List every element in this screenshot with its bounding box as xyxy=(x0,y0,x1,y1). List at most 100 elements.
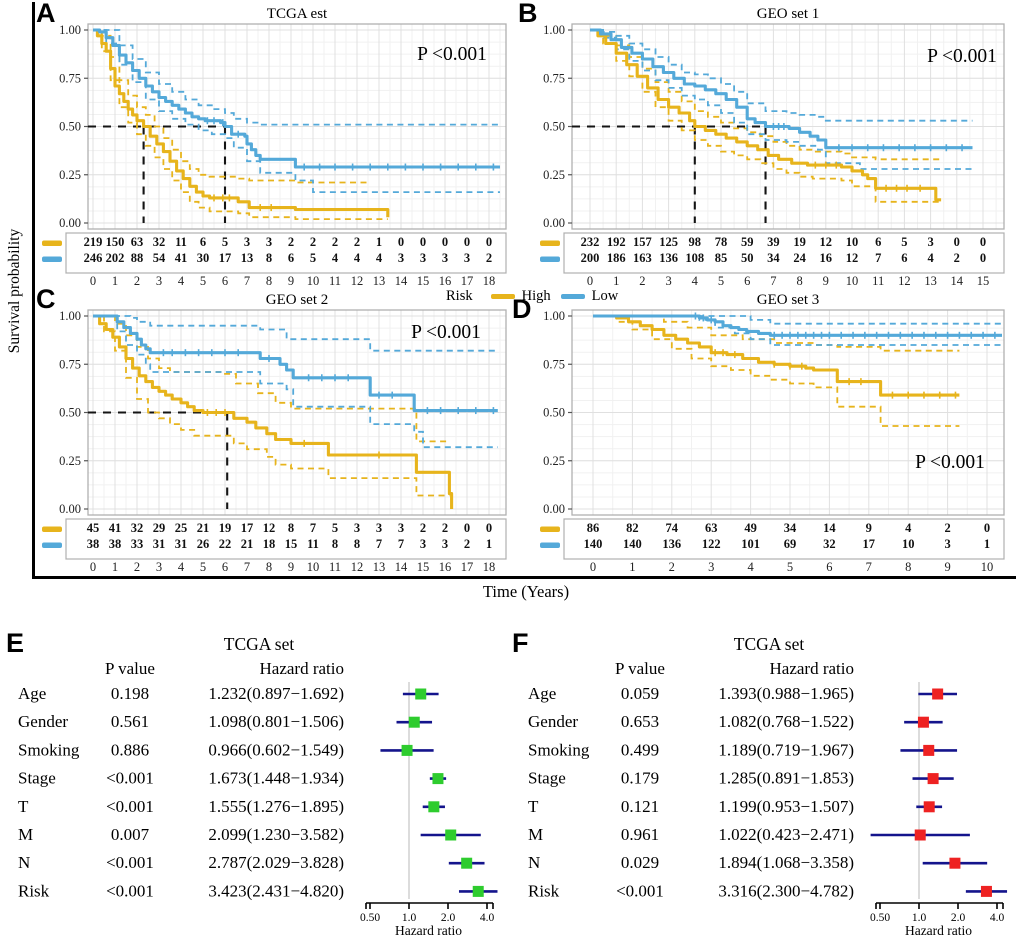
forest-row-label: Age xyxy=(18,684,46,703)
x-tick-label: 5 xyxy=(787,560,793,574)
hr-marker xyxy=(461,857,473,869)
risk-number: 24 xyxy=(793,251,806,265)
x-tick-label: 0 xyxy=(587,274,593,288)
risk-number: 202 xyxy=(106,251,125,265)
risk-number: 85 xyxy=(715,251,728,265)
risk-number: 2 xyxy=(310,235,316,249)
risk-number: 4 xyxy=(332,251,339,265)
x-tick-label: 1 xyxy=(629,560,635,574)
risk-number: 3 xyxy=(398,521,404,535)
risk-number: 50 xyxy=(741,251,754,265)
x-tick-label: 17 xyxy=(461,560,474,574)
risk-number: 4 xyxy=(376,251,383,265)
grid xyxy=(572,310,1004,515)
y-tick-label: 0.00 xyxy=(59,216,81,230)
ci-upper-high xyxy=(593,315,960,352)
forest-row-hr-text: 1.199(0.953−1.507) xyxy=(718,797,854,816)
x-tick-label: 15 xyxy=(417,560,430,574)
x-tick-label: 2 xyxy=(134,560,140,574)
risk-number: 3 xyxy=(354,521,360,535)
risk-number: 7 xyxy=(875,251,881,265)
forest-row-p: <0.001 xyxy=(616,881,664,900)
risk-table-box xyxy=(563,232,1005,274)
y-axis-label: Survival probability xyxy=(6,228,23,354)
forest-row-hr-text: 3.423(2.431−4.820) xyxy=(208,881,344,900)
risk-number: 8 xyxy=(266,251,272,265)
risk-number: 5 xyxy=(310,251,316,265)
x-tick-label: 3 xyxy=(708,560,714,574)
panel-title: GEO set 2 xyxy=(266,292,329,308)
ci-lower-high xyxy=(93,29,388,220)
risk-number: 5 xyxy=(901,235,907,249)
col-header-hr: Hazard ratio xyxy=(260,659,344,678)
risk-number: 41 xyxy=(175,251,188,265)
x-tick-label: 0 xyxy=(590,560,596,574)
risk-number: 150 xyxy=(106,235,125,249)
risk-row-swatch-low xyxy=(42,542,62,548)
x-tick-label: 12 xyxy=(351,560,364,574)
y-tick-label: 0.75 xyxy=(543,357,565,371)
risk-number: 0 xyxy=(486,235,492,249)
risk-number: 13 xyxy=(241,251,254,265)
x-tick-label: 10 xyxy=(307,274,320,288)
risk-number: 3 xyxy=(944,537,950,551)
hr-marker xyxy=(932,688,944,700)
y-tick-label: 0.25 xyxy=(543,168,565,182)
y-tick-label: 0.25 xyxy=(59,168,81,182)
risk-row-swatch-high xyxy=(42,526,62,532)
forest-title: TCGA set xyxy=(734,634,805,654)
hr-marker xyxy=(923,744,935,756)
x-tick-label: 11 xyxy=(329,560,341,574)
forest-row-hr-text: 1.082(0.768−1.522) xyxy=(718,712,854,731)
risk-number: 2 xyxy=(332,235,338,249)
forest-row-p: <0.001 xyxy=(106,797,154,816)
ci-lower-low xyxy=(93,315,498,449)
ci-upper-low xyxy=(93,315,498,352)
ci-lower-high xyxy=(593,315,960,427)
risk-table-box xyxy=(65,518,507,560)
forest-row-hr-text: 1.022(0.423−2.471) xyxy=(718,825,854,844)
forest-row-p: 0.121 xyxy=(621,797,659,816)
forest-row-p: <0.001 xyxy=(106,769,154,788)
forest-row-hr-text: 1.673(1.448−1.934) xyxy=(208,769,344,788)
risk-number: 38 xyxy=(87,537,100,551)
risk-row-swatch-low xyxy=(540,542,560,548)
x-tick-label: 15 xyxy=(977,274,990,288)
col-header-p: P value xyxy=(105,659,155,678)
forest-row-hr-text: 2.787(2.029−3.828) xyxy=(208,853,344,872)
x-tick-label: 7 xyxy=(770,274,776,288)
forest-axis-tick-label: 2.0 xyxy=(441,912,456,924)
risk-number: 29 xyxy=(153,521,166,535)
risk-number: 136 xyxy=(662,537,681,551)
forest-axis-tick-label: 1.0 xyxy=(402,912,417,924)
risk-number: 2 xyxy=(954,251,960,265)
x-tick-label: 9 xyxy=(823,274,829,288)
y-tick-label: 1.00 xyxy=(543,309,565,323)
forest-row-p: 0.179 xyxy=(621,769,659,788)
panel-title: TCGA est xyxy=(267,6,328,22)
risk-number: 186 xyxy=(607,251,626,265)
risk-number: 9 xyxy=(866,521,872,535)
risk-number: 7 xyxy=(310,521,316,535)
risk-number: 1 xyxy=(376,235,382,249)
low-swatch-icon xyxy=(560,294,585,299)
x-tick-label: 16 xyxy=(439,560,452,574)
forest-axis-tick-label: 1.0 xyxy=(912,912,927,924)
risk-number: 39 xyxy=(767,235,780,249)
risk-number: 34 xyxy=(767,251,780,265)
x-tick-label: 17 xyxy=(461,274,474,288)
legend-title: Risk xyxy=(446,288,473,304)
y-tick-label: 0.50 xyxy=(543,406,565,420)
risk-number: 78 xyxy=(715,235,728,249)
risk-number: 8 xyxy=(332,537,338,551)
p-value-label: P <0.001 xyxy=(411,322,481,343)
curve-high xyxy=(93,28,390,218)
x-tick-label: 12 xyxy=(898,274,911,288)
risk-number: 122 xyxy=(702,537,721,551)
risk-number: 22 xyxy=(219,537,232,551)
y-tick-label: 0.50 xyxy=(59,120,81,134)
legend-label-low: Low xyxy=(591,288,619,304)
risk-number: 0 xyxy=(464,521,470,535)
x-tick-label: 5 xyxy=(200,560,206,574)
risk-number: 0 xyxy=(442,235,448,249)
